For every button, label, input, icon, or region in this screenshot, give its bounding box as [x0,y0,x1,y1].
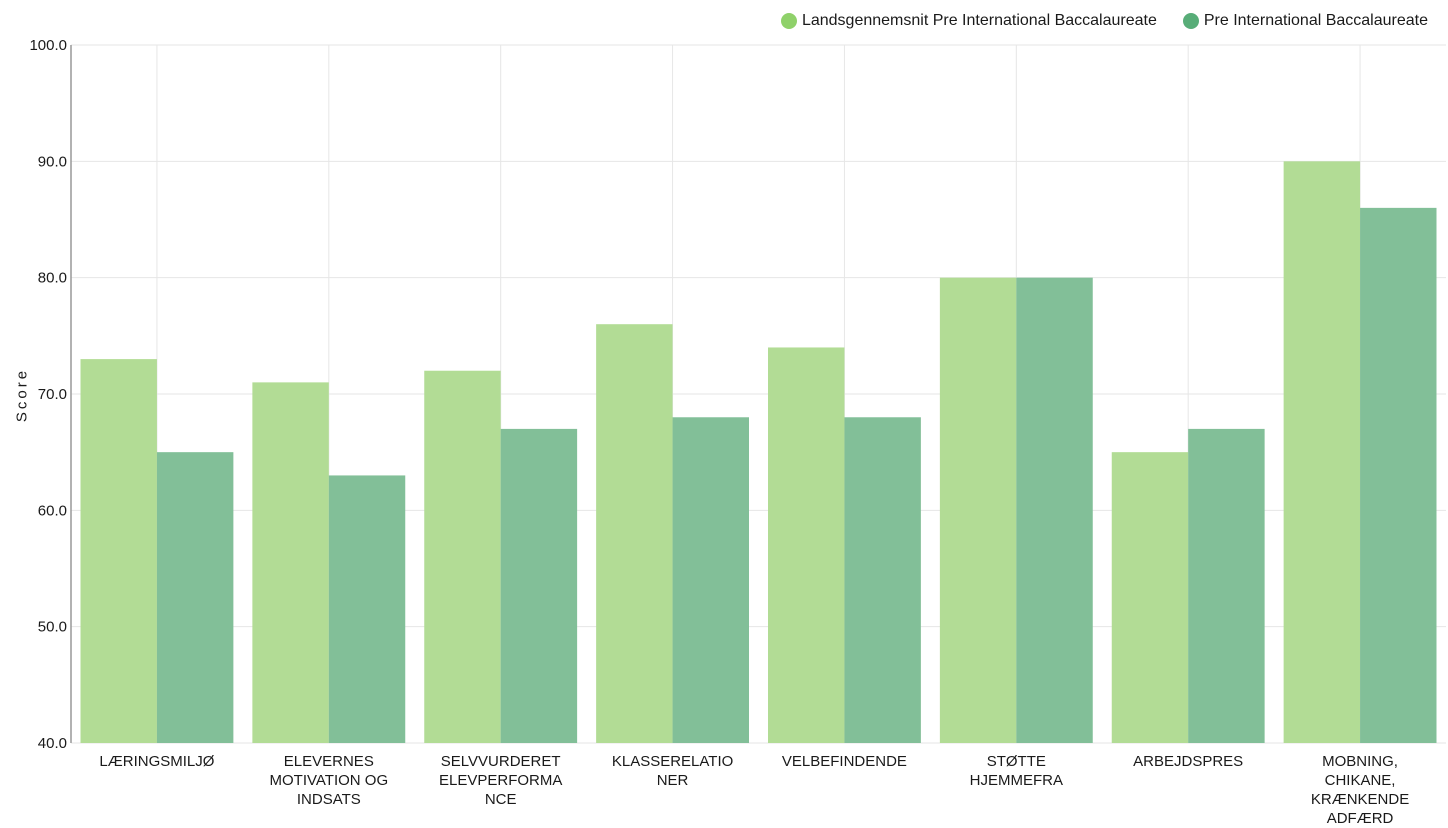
bar-national-average[interactable] [252,382,329,743]
bar-national-average[interactable] [768,347,845,743]
x-tick-label: LÆRINGSMILJØ [77,752,237,771]
x-tick-label-line: SELVVURDERET [440,753,561,770]
legend: Landsgennemsnit Pre International Baccal… [780,12,1428,30]
x-axis-labels: LÆRINGSMILJØ ELEVERNES MOTIVATION OG INDSAT… [0,752,1448,827]
x-tick-label-line: ADFÆRD [1326,810,1394,827]
bar-national-average[interactable] [1283,161,1361,744]
x-tick-label-line: LÆRINGSMILJØ [99,753,215,770]
bar-school[interactable] [672,417,749,743]
legend-item-national-average[interactable]: Landsgennemsnit Pre International Baccal… [780,12,1157,30]
bar-school[interactable] [328,475,406,743]
x-tick-label-line: ARBEJDSPRES [1133,753,1244,770]
y-axis: 40.0 50.0 60.0 70.0 80.0 90.0 100.0 [29,37,72,752]
y-tick-label: 100.0 [29,37,67,54]
y-axis-label: Score [13,367,31,423]
y-tick-label: 50.0 [38,619,67,636]
y-tick-label: 60.0 [38,502,67,519]
legend-item-school[interactable]: Pre International Baccalaureate [1182,12,1428,30]
x-tick-label: KLASSERELATIO NER [593,752,753,790]
x-tick-label: ARBEJDSPRES [1108,752,1268,771]
legend-dot-icon [1182,13,1199,29]
x-tick-label-line: ELEVERNES [283,753,374,770]
y-tick-label: 40.0 [38,735,67,752]
x-tick-label-line: KRÆNKENDE [1310,791,1410,808]
legend-label: Landsgennemsnit Pre International Baccal… [801,12,1157,29]
x-tick-label-line: MOTIVATION OG [269,772,389,789]
x-tick-label-line: MOBNING, [1322,753,1398,770]
x-tick-label: STØTTE HJEMMEFRA [936,752,1096,790]
x-tick-label-line: INDSATS [296,791,361,808]
bar-national-average[interactable] [80,359,157,743]
bar-chart: 40.0 50.0 60.0 70.0 80.0 90.0 100.0 [29,37,1446,752]
y-tick-label: 80.0 [38,270,67,287]
bars [80,161,1437,744]
legend-label: Pre International Baccalaureate [1203,12,1428,29]
bar-national-average[interactable] [939,277,1017,743]
bar-school[interactable] [1360,207,1437,743]
x-tick-label-line: ELEVPERFORMA [439,772,563,789]
x-tick-label: MOBNING, CHIKANE, KRÆNKENDE ADFÆRD [1280,752,1440,828]
x-tick-label-line: CHIKANE, [1324,772,1396,789]
x-tick-label: ELEVERNES MOTIVATION OG INDSATS [249,752,409,809]
y-tick-label: 90.0 [38,153,67,170]
bar-school[interactable] [156,452,234,743]
x-tick-label-line: VELBEFINDENDE [781,753,907,770]
x-tick-label-line: KLASSERELATIO [611,753,734,770]
x-tick-label-line: NCE [484,791,517,808]
bar-national-average[interactable] [424,370,501,743]
y-tick-label: 70.0 [38,386,67,403]
bar-school[interactable] [844,417,921,743]
bar-national-average[interactable] [596,324,673,743]
bar-national-average[interactable] [1111,452,1189,743]
x-tick-label-line: STØTTE [986,753,1046,770]
legend-dot-icon [780,13,797,29]
bar-school[interactable] [1188,428,1265,743]
bar-school[interactable] [500,428,578,743]
x-tick-label-line: NER [656,772,689,789]
bar-school[interactable] [1016,277,1093,743]
x-tick-label: VELBEFINDENDE [764,752,924,771]
x-tick-label-line: HJEMMEFRA [969,772,1063,789]
x-tick-label: SELVVURDERET ELEVPERFORMA NCE [421,752,581,809]
